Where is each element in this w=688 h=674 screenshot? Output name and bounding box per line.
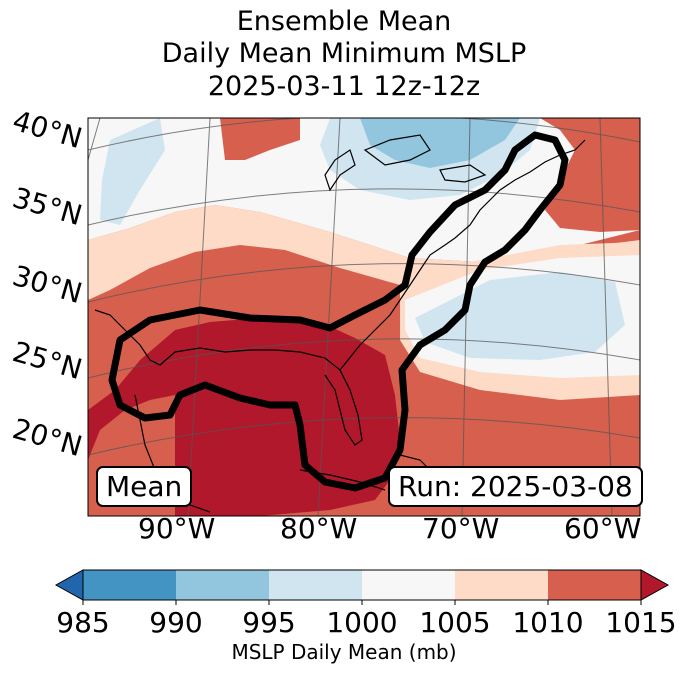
colorbar-tick: 995 [242, 606, 296, 639]
colorbar-extend-low [54, 569, 84, 601]
stat-label: Mean [96, 466, 193, 507]
pressure-patch-ne [540, 118, 640, 232]
colorbar-bin [269, 570, 362, 600]
colorbar-tick: 1015 [605, 606, 677, 639]
colorbar-bin [362, 570, 455, 600]
lon-label-70w: 70°W [422, 512, 500, 545]
colorbar-tick: 1010 [512, 606, 584, 639]
graticule [88, 118, 640, 516]
colorbar-bin [176, 570, 269, 600]
lon-label-90w: 90°W [138, 512, 216, 545]
colorbar-tick: 985 [56, 606, 110, 639]
title-line-2: Daily Mean Minimum MSLP [161, 38, 527, 69]
colorbar-tick: 990 [149, 606, 203, 639]
ensemble-contour [108, 131, 569, 492]
colorbar-bin [455, 570, 548, 600]
colorbar-extend-high [640, 569, 670, 601]
title-line-3: 2025-03-11 12z-12z [207, 71, 481, 102]
colorbar-label: MSLP Daily Mean (mb) [231, 640, 457, 664]
colorbar-bin [83, 570, 176, 600]
pressure-low-great-lakes-inner [360, 118, 520, 168]
colorbar-tick: 1005 [419, 606, 491, 639]
pressure-patch-nw [220, 118, 300, 160]
map-frame [87, 117, 641, 517]
lon-label-80w: 80°W [280, 512, 358, 545]
colorbar-tick: 1000 [326, 606, 398, 639]
lon-label-60w: 60°W [564, 512, 642, 545]
title-line-1: Ensemble Mean [236, 6, 452, 37]
pressure-low-west [100, 118, 165, 225]
run-label: Run: 2025-03-08 [388, 466, 643, 507]
coastlines [94, 134, 586, 513]
colorbar-bin [548, 570, 641, 600]
